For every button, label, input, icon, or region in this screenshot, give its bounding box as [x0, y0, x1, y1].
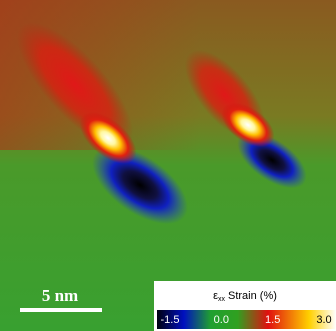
colorbar-tick-label: 1.5 [265, 314, 280, 326]
colorbar [157, 310, 336, 329]
colorbar-ticks: -1.5 0.0 1.5 3.0 [161, 314, 332, 326]
colorbar-tick-label: 0.0 [214, 314, 229, 326]
colorbar-title: εxx Strain (%) [213, 290, 277, 303]
tension-lobe [221, 102, 275, 148]
scale-label: 5 nm [42, 286, 78, 305]
title-subscript: xx [218, 296, 226, 303]
tension-lobe [79, 112, 137, 164]
colorbar-tick-label: -1.5 [161, 314, 180, 326]
title-text: Strain (%) [228, 290, 277, 302]
compression-lobe [92, 145, 188, 225]
title-symbol: ε [213, 290, 218, 302]
colorbar-tick-label: 3.0 [316, 314, 331, 326]
